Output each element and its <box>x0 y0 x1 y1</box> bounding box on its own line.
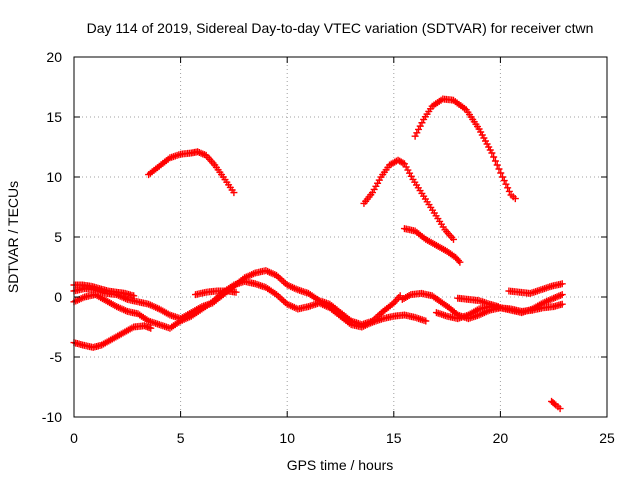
series-arc-12 <box>454 294 502 311</box>
y-tick-label: -5 <box>50 349 63 365</box>
plus-markers <box>360 156 457 243</box>
grid <box>74 57 607 417</box>
y-tick-label: 0 <box>54 289 62 305</box>
series-arc-14 <box>548 397 564 413</box>
y-tick-label: 10 <box>46 169 62 185</box>
x-tick-label: 5 <box>177 430 185 446</box>
plus-markers <box>411 95 519 203</box>
x-tick-label: 0 <box>70 430 78 446</box>
x-axis-label: GPS time / hours <box>287 457 394 473</box>
plus-markers <box>145 148 238 197</box>
series-arc-4 <box>411 95 519 203</box>
axis-ticks <box>73 56 608 418</box>
x-tick-label: 20 <box>493 430 509 446</box>
series-arc-3 <box>400 225 464 266</box>
y-axis-label: SDTVAR / TECUs <box>5 181 21 293</box>
y-tick-label: 20 <box>46 49 62 65</box>
y-tick-label: 15 <box>46 109 62 125</box>
plus-markers <box>505 280 566 297</box>
x-tick-label: 25 <box>599 430 615 446</box>
series-arc-9 <box>192 287 240 299</box>
series-arc-13 <box>505 280 566 297</box>
data-marks <box>70 95 566 413</box>
x-tick-label: 15 <box>386 430 402 446</box>
plus-markers <box>192 287 240 299</box>
plus-markers <box>400 225 464 266</box>
plus-markers <box>548 397 564 413</box>
series-arc-2 <box>360 156 457 243</box>
y-tick-label: 5 <box>54 229 62 245</box>
x-tick-labels: 0 5 10 15 20 25 <box>70 430 615 446</box>
chart-title: Day 114 of 2019, Sidereal Day-to-day VTE… <box>87 20 594 36</box>
series-arc-1 <box>145 148 238 197</box>
x-tick-label: 10 <box>279 430 295 446</box>
y-tick-labels: -10 -5 0 5 10 15 20 <box>42 49 62 425</box>
y-tick-label: -10 <box>42 409 62 425</box>
plus-markers <box>454 294 502 311</box>
